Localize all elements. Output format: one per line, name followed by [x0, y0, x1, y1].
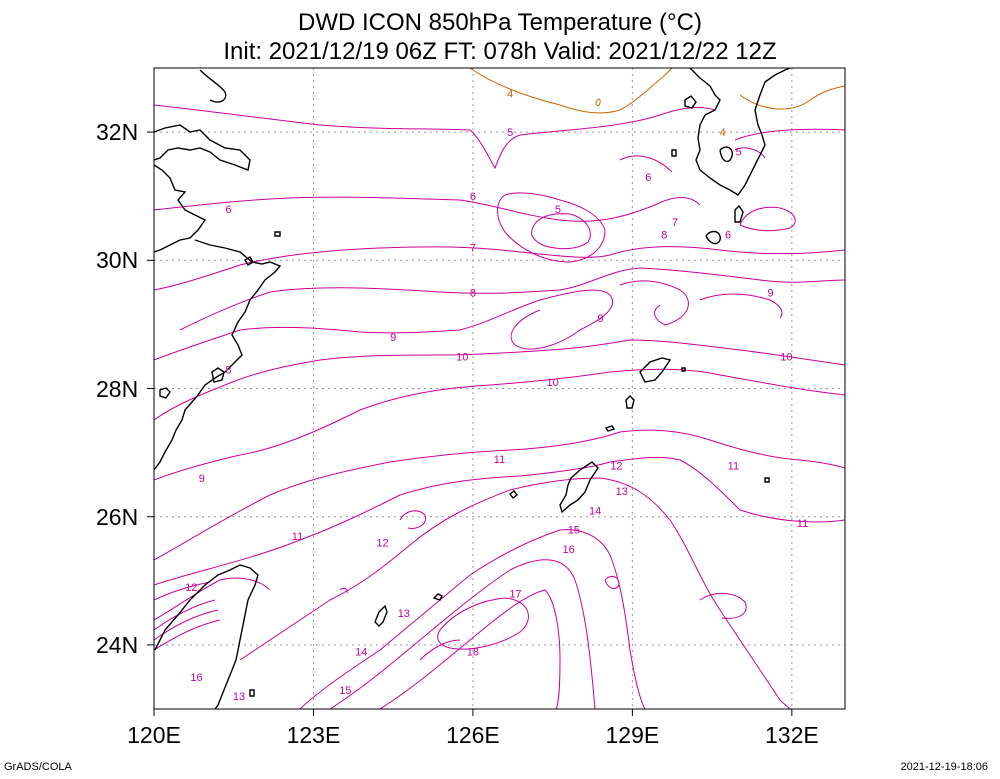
footer-software: GrADS/COLA — [4, 761, 72, 773]
contour-label: 15 — [568, 525, 580, 537]
y-tick-label: 30N — [96, 247, 139, 274]
contour-label: 14 — [355, 646, 367, 658]
contour-label: 16 — [190, 672, 202, 684]
contour-label: 11 — [494, 454, 505, 466]
contour-label: 13 — [398, 608, 410, 620]
contour-label: 10 — [456, 351, 468, 363]
contour-label: 6 — [645, 172, 651, 184]
contour-label: 8 — [225, 364, 231, 376]
contour-label: 18 — [467, 646, 479, 658]
contour-label: 11 — [728, 460, 739, 472]
contour-label: 9 — [597, 313, 603, 325]
coastlines — [154, 68, 791, 709]
contour-label: 9 — [390, 332, 396, 344]
footer-timestamp: 2021-12-19-18:06 — [900, 761, 988, 773]
contour-label: 7 — [470, 242, 476, 254]
x-tick-label: 123E — [286, 722, 341, 748]
contour-label: 12 — [610, 460, 622, 472]
contour-label: 13 — [616, 486, 628, 498]
x-tick-label: 129E — [605, 722, 660, 748]
contour-label: 6 — [225, 204, 231, 216]
map-subtitle: Init: 2021/12/19 06Z FT: 078h Valid: 202… — [223, 38, 777, 65]
contour-label: 15 — [339, 685, 351, 697]
y-tick-label: 32N — [96, 119, 139, 146]
contour-label: 8 — [661, 230, 667, 242]
tick-marks — [147, 131, 793, 716]
x-tick-label: 120E — [127, 722, 181, 748]
contour-label: 10 — [780, 351, 792, 363]
y-tick-label: 28N — [96, 375, 139, 402]
contour-labels: 4455566667788899991010101111111112121213… — [185, 89, 808, 704]
x-tick-label: 126E — [446, 722, 500, 748]
x-tick-label: 132E — [764, 722, 819, 748]
contour-label: 6 — [470, 191, 476, 203]
contour-label: 11 — [292, 531, 303, 543]
contour-label: 17 — [509, 589, 521, 601]
graticule — [154, 68, 845, 709]
contour-label: 16 — [562, 544, 574, 556]
contour-label: 13 — [233, 691, 245, 703]
contour-label: 14 — [589, 505, 601, 517]
contour-label: 8 — [470, 287, 476, 299]
warm-contours — [154, 104, 845, 709]
map-title: DWD ICON 850hPa Temperature (°C) — [298, 9, 702, 36]
contour-label: 9 — [199, 473, 205, 485]
contour-label: 4 — [720, 127, 726, 139]
contour-label: 6 — [725, 230, 731, 242]
y-tick-label: 24N — [96, 631, 139, 658]
cool-contours — [469, 68, 845, 114]
contour-label: 12 — [376, 537, 388, 549]
y-tick-label: 26N — [96, 503, 139, 530]
contour-label: 11 — [797, 518, 808, 530]
contour-label: 12 — [185, 582, 197, 594]
contour-label: 9 — [768, 287, 774, 299]
contour-label: 5 — [555, 204, 561, 216]
contour-label: 5 — [736, 146, 742, 158]
contour-label: 7 — [672, 217, 678, 229]
contour-label: 4 — [507, 89, 513, 101]
contour-label: 10 — [547, 377, 559, 389]
contour-label: 5 — [507, 127, 513, 139]
